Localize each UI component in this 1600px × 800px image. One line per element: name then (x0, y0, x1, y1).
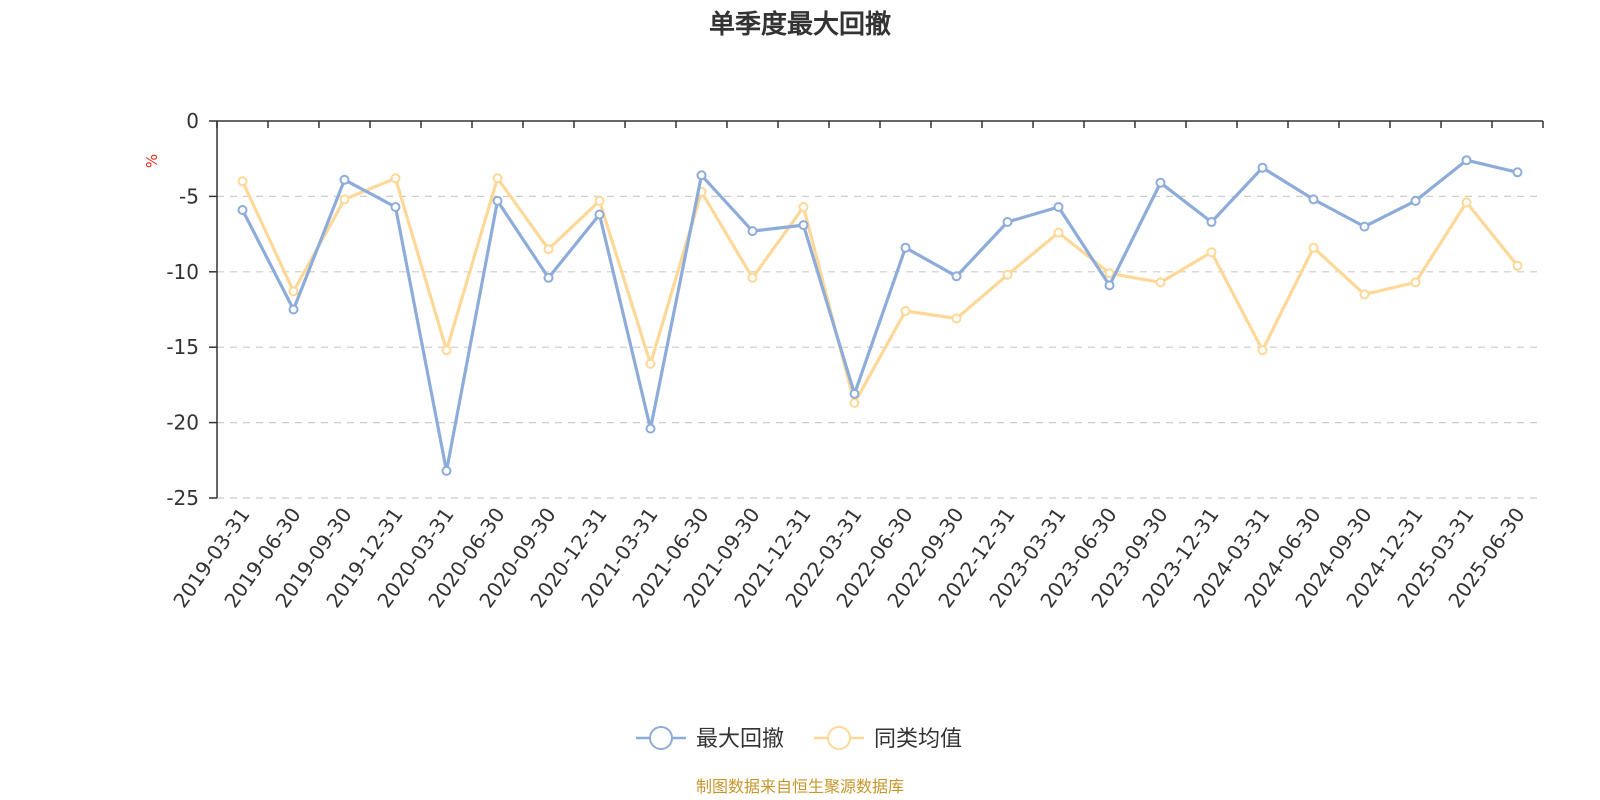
legend-marker (827, 726, 851, 750)
data-point[interactable] (492, 173, 503, 184)
y-tick-label: 0 (186, 109, 199, 133)
data-point[interactable] (849, 388, 860, 399)
data-point[interactable] (645, 423, 656, 434)
y-axis-ticks: 0 -5 -10 -15 -20 -25 (166, 109, 217, 510)
data-point[interactable] (1002, 217, 1013, 227)
data-point[interactable] (390, 202, 401, 212)
y-axis-unit-label: % (143, 154, 161, 168)
data-point[interactable] (237, 176, 248, 187)
data-point[interactable] (543, 272, 554, 283)
data-point[interactable] (1104, 268, 1115, 279)
series-1 (237, 155, 1523, 476)
data-point[interactable] (1359, 289, 1370, 300)
data-point[interactable] (1308, 194, 1319, 205)
legend-marker (649, 726, 673, 750)
data-point[interactable] (645, 358, 656, 369)
data-point[interactable] (1359, 221, 1370, 232)
data-point[interactable] (1512, 167, 1523, 178)
data-point[interactable] (441, 465, 452, 476)
series-line (240, 176, 1520, 405)
series-lines (237, 155, 1523, 476)
series-line (240, 158, 1520, 473)
y-tick-label: -20 (166, 411, 199, 435)
y-tick-label: -10 (166, 260, 199, 284)
data-point[interactable] (390, 173, 401, 184)
data-point[interactable] (1410, 277, 1421, 288)
data-point[interactable] (747, 272, 758, 283)
data-point[interactable] (951, 313, 962, 324)
data-point[interactable] (288, 286, 299, 297)
data-point[interactable] (696, 170, 707, 181)
data-point[interactable] (1461, 155, 1472, 166)
data-point[interactable] (594, 209, 605, 220)
data-point[interactable] (1002, 269, 1013, 280)
y-tick-label: -5 (179, 184, 199, 208)
data-point[interactable] (1257, 345, 1268, 356)
legend-item-1[interactable]: 最大回撤 (636, 726, 784, 752)
data-point[interactable] (798, 202, 809, 212)
data-point[interactable] (798, 220, 809, 231)
data-point[interactable] (900, 306, 911, 316)
y-tick-label: -25 (166, 486, 199, 510)
data-point[interactable] (849, 398, 860, 408)
data-point[interactable] (1053, 227, 1064, 238)
legend-label: 最大回撤 (696, 727, 784, 752)
data-source-note: 制图数据来自恒生聚源数据库 (696, 777, 904, 796)
data-point[interactable] (951, 271, 962, 282)
data-point[interactable] (1461, 197, 1472, 208)
data-point[interactable] (1155, 277, 1166, 288)
data-point[interactable] (237, 205, 248, 215)
series-2 (237, 173, 1523, 408)
data-point[interactable] (339, 194, 350, 205)
legend-label: 同类均值 (874, 727, 962, 752)
data-point[interactable] (900, 242, 911, 253)
data-point[interactable] (441, 345, 452, 356)
data-point[interactable] (594, 195, 605, 206)
data-point[interactable] (1257, 162, 1268, 173)
data-point[interactable] (1104, 280, 1115, 291)
data-point[interactable] (288, 304, 299, 315)
data-point[interactable] (492, 195, 503, 206)
y-tick-label: -15 (166, 335, 199, 359)
legend[interactable]: 最大回撤 同类均值 (636, 726, 962, 752)
data-point[interactable] (339, 174, 350, 185)
data-point[interactable] (1512, 260, 1523, 271)
data-point[interactable] (1410, 195, 1421, 206)
data-point[interactable] (1155, 177, 1166, 188)
data-point[interactable] (747, 226, 758, 237)
data-point[interactable] (543, 244, 554, 255)
data-point[interactable] (1053, 202, 1064, 212)
data-point[interactable] (1206, 217, 1217, 227)
data-point[interactable] (1308, 242, 1319, 253)
data-point[interactable] (1206, 247, 1217, 258)
legend-item-2[interactable]: 同类均值 (814, 726, 962, 752)
chart-title: 单季度最大回撤 (709, 9, 891, 40)
